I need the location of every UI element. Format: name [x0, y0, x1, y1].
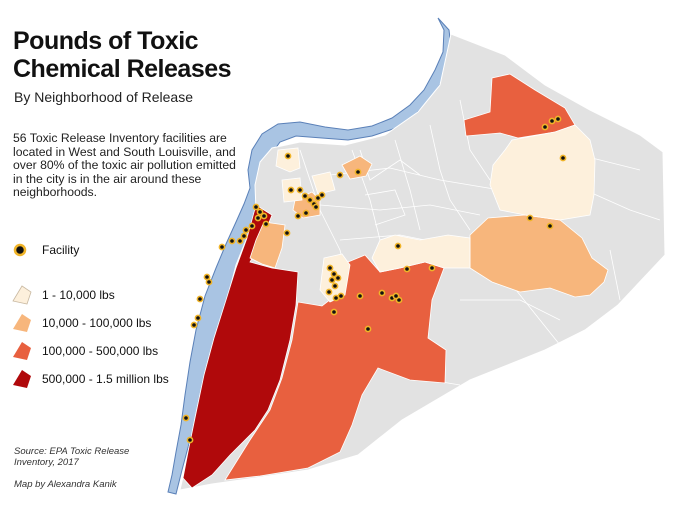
facility-marker	[364, 325, 372, 333]
title-line-1: Pounds of Toxic	[13, 27, 199, 55]
legend-class-4: 500,000 - 1.5 million lbs	[12, 370, 169, 388]
facility-marker	[336, 171, 344, 179]
facility-marker	[254, 214, 262, 222]
facility-marker	[330, 270, 338, 278]
legend-swatch-1	[12, 285, 32, 305]
legend-class-1: 1 - 10,000 lbs	[12, 286, 115, 304]
map-subtitle: By Neighborhood of Release	[14, 89, 194, 105]
nbhd-west-portland	[249, 221, 286, 269]
map-description: 56 Toxic Release Inventory facilities ar…	[13, 131, 236, 200]
facility-marker	[328, 276, 336, 284]
source-note: Source: EPA Toxic Release Inventory, 201…	[14, 446, 130, 468]
map-title: Pounds of Toxic Chemical Releases	[13, 27, 232, 83]
facility-marker	[194, 314, 202, 322]
title-line-2: Chemical Releases	[13, 55, 232, 83]
legend-class-1-label: 1 - 10,000 lbs	[42, 288, 115, 302]
nbhd-portland-north	[275, 147, 301, 173]
legend-facility-label: Facility	[42, 243, 80, 257]
facility-marker	[546, 222, 554, 230]
facility-marker	[252, 203, 260, 211]
facility-marker	[287, 186, 295, 194]
facility-marker	[526, 214, 534, 222]
facility-marker	[236, 237, 244, 245]
facility-marker	[296, 186, 304, 194]
facility-marker	[256, 208, 264, 216]
legend-facility: Facility	[12, 241, 79, 259]
facility-marker	[294, 212, 302, 220]
legend-class-3: 100,000 - 500,000 lbs	[12, 342, 158, 360]
ohio-river	[167, 17, 453, 495]
legend-swatch-4	[13, 370, 31, 388]
nbhd-northeast	[463, 73, 576, 139]
facility-marker	[356, 292, 364, 300]
facility-marker	[301, 192, 309, 200]
facility-marker	[186, 436, 194, 444]
legend-class-4-label: 500,000 - 1.5 million lbs	[42, 372, 169, 386]
facility-marker	[283, 229, 291, 237]
facility-marker	[541, 123, 549, 131]
nbhd-west-riverside	[182, 204, 299, 489]
facility-marker	[554, 115, 562, 123]
legend-marks	[12, 243, 32, 388]
facility-marker	[330, 308, 338, 316]
neighborhoods	[182, 73, 609, 489]
facility-marker	[260, 212, 268, 220]
facility-marker	[205, 278, 213, 286]
legend-class-3-label: 100,000 - 500,000 lbs	[42, 344, 159, 358]
facility-marker	[326, 264, 334, 272]
facility-marker	[548, 117, 556, 125]
facility-marker	[334, 274, 342, 282]
facility-marker	[325, 288, 333, 296]
facility-marker	[378, 289, 386, 297]
facility-marker	[332, 294, 340, 302]
facility-marker	[306, 196, 314, 204]
nbhd-east-north	[489, 124, 596, 221]
facility-marker	[196, 295, 204, 303]
facility-marker	[302, 209, 310, 217]
nbhd-central-2	[341, 155, 373, 180]
facility-marker	[248, 222, 256, 230]
legend-facility-symbol	[13, 243, 27, 257]
facility-marker	[240, 232, 248, 240]
nbhd-central-3	[311, 171, 336, 195]
facility-marker	[394, 242, 402, 250]
legend-class-2: 10,000 - 100,000 lbs	[12, 314, 151, 332]
facility-marker	[182, 414, 190, 422]
map-credit: Map by Alexandra Kanik	[14, 479, 117, 490]
facility-marker	[354, 168, 362, 176]
facility-marker	[428, 264, 436, 272]
facility-marker	[312, 203, 320, 211]
facility-marker	[190, 321, 198, 329]
facility-marker	[403, 265, 411, 273]
facility-marker	[559, 154, 567, 162]
facility-marker	[218, 243, 226, 251]
legend-class-2-label: 10,000 - 100,000 lbs	[42, 316, 152, 330]
legend-swatch-2	[13, 314, 31, 332]
facility-marker	[262, 220, 270, 228]
facility-marker	[331, 282, 339, 290]
facility-marker	[228, 237, 236, 245]
facility-marker	[242, 226, 250, 234]
facility-points	[182, 115, 567, 444]
facility-marker	[284, 152, 292, 160]
nbhd-south-central	[224, 254, 447, 481]
facility-marker	[392, 292, 400, 300]
legend-swatch-3	[13, 342, 31, 360]
facility-marker	[318, 191, 326, 199]
